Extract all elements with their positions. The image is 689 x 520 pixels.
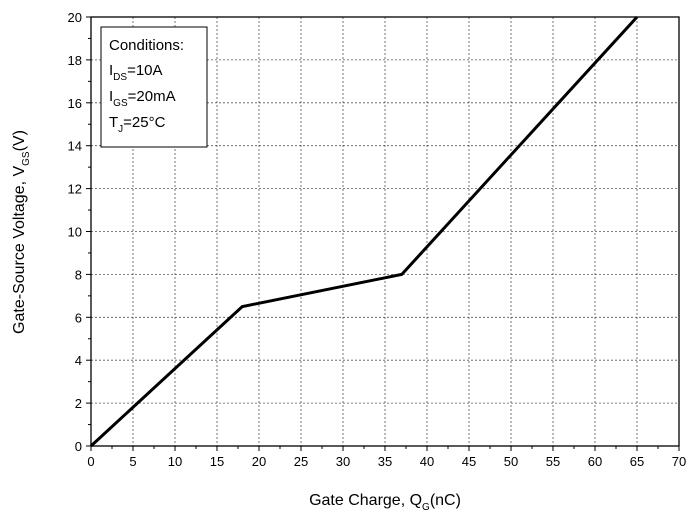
x-axis-label: Gate Charge, QG(nC) xyxy=(309,492,461,513)
conditions-box: Conditions: IDS=10A IGS=20mA TJ=25°C xyxy=(100,26,208,148)
y-tick-label: 10 xyxy=(68,225,82,240)
x-tick-label: 70 xyxy=(672,454,686,469)
x-tick-label: 45 xyxy=(462,454,476,469)
y-tick-label: 2 xyxy=(75,396,82,411)
x-tick-label: 5 xyxy=(129,454,136,469)
y-tick-label: 20 xyxy=(68,10,82,25)
x-tick-label: 25 xyxy=(294,454,308,469)
y-tick-label: 8 xyxy=(75,267,82,282)
y-tick-labels: 0 2 4 6 8 10 12 14 16 18 20 xyxy=(68,10,82,454)
condition-ids: IDS=10A xyxy=(109,62,163,83)
x-tick-label: 0 xyxy=(87,454,94,469)
x-tick-label: 65 xyxy=(630,454,644,469)
x-tick-label: 10 xyxy=(168,454,182,469)
y-tick-label: 14 xyxy=(68,139,82,154)
x-tick-label: 40 xyxy=(420,454,434,469)
y-tick-label: 4 xyxy=(75,353,82,368)
condition-igs: IGS=20mA xyxy=(109,88,176,109)
y-tick-label: 12 xyxy=(68,182,82,197)
x-tick-label: 50 xyxy=(504,454,518,469)
x-tick-labels: 0 5 10 15 20 25 30 35 40 45 50 55 60 65 70 xyxy=(87,454,686,469)
conditions-title: Conditions: xyxy=(109,37,184,54)
plot-frame xyxy=(90,16,680,447)
y-tick-label: 0 xyxy=(75,439,82,454)
x-tick-label: 15 xyxy=(210,454,224,469)
series-layer xyxy=(89,15,639,448)
series-line xyxy=(89,15,639,448)
x-tick-label: 60 xyxy=(588,454,602,469)
x-tick-label: 20 xyxy=(252,454,266,469)
x-tick-label: 35 xyxy=(378,454,392,469)
x-tick-label: 55 xyxy=(546,454,560,469)
condition-tj: TJ=25°C xyxy=(109,114,166,135)
y-tick-label: 6 xyxy=(75,310,82,325)
y-tick-label: 18 xyxy=(68,53,82,68)
y-axis-label: Gate-Source Voltage, VGS(V) xyxy=(11,130,32,334)
y-tick-label: 16 xyxy=(68,96,82,111)
x-tick-label: 30 xyxy=(336,454,350,469)
